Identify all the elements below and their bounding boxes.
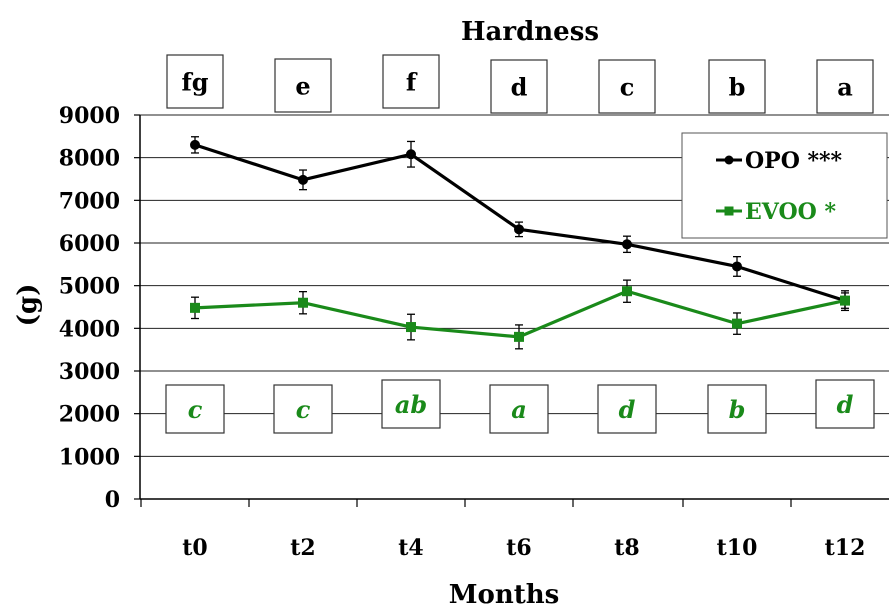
letter-box <box>382 54 440 109</box>
significance-letter: d <box>837 390 854 419</box>
y-tick-label: 7000 <box>59 188 120 214</box>
x-tick-label-t6: t6 <box>506 535 531 561</box>
letter-box <box>815 379 875 429</box>
letter-box <box>816 59 874 114</box>
data-point <box>622 286 632 297</box>
data-point <box>406 149 416 160</box>
legend-label-evoo: EVOO * <box>745 199 836 225</box>
x-tick-label-t10: t10 <box>717 535 758 561</box>
axis-layer: 0 1000 2000 3000 4000 5000 6000 7000 8000 9000 t0 t… <box>59 103 889 561</box>
data-point <box>732 318 742 329</box>
significance-letter: c <box>188 395 203 424</box>
y-tick-label: 5000 <box>59 274 120 300</box>
data-point <box>622 239 632 250</box>
x-tick-label-t0: t0 <box>182 535 207 561</box>
letter-box <box>707 384 767 434</box>
letter-box <box>381 379 441 429</box>
legend-marker-opo <box>724 155 734 165</box>
y-tick-label: 2000 <box>59 402 120 428</box>
significance-letter: c <box>296 395 311 424</box>
legend-label-opo: OPO *** <box>745 148 843 174</box>
data-point <box>514 224 524 235</box>
data-point <box>732 261 742 272</box>
letter-box <box>598 59 656 114</box>
y-tick-label: 1000 <box>59 444 120 470</box>
legend-marker-evoo <box>724 206 734 216</box>
letter-box <box>166 54 224 109</box>
letter-box <box>489 384 549 434</box>
y-tick-label: 3000 <box>59 359 120 385</box>
significance-letter: fg <box>181 68 208 97</box>
significance-letter: c <box>620 73 635 102</box>
data-point <box>514 331 524 342</box>
data-point <box>406 322 416 333</box>
data-point <box>190 302 200 313</box>
data-point <box>840 295 850 306</box>
legend: OPO *** EVOO * <box>681 132 888 239</box>
grid-layer <box>140 114 889 457</box>
letter-box <box>490 59 548 114</box>
y-tick-label: 9000 <box>59 103 120 129</box>
significance-letter: ab <box>395 390 427 419</box>
y-axis-label: (g) <box>13 284 43 327</box>
letter-box <box>708 59 766 114</box>
significance-letter: a <box>837 73 853 102</box>
series-layer <box>190 136 850 350</box>
data-point <box>298 174 308 185</box>
significance-letter: b <box>729 395 746 424</box>
letter-box <box>165 384 225 434</box>
y-tick-label: 0 <box>105 487 120 513</box>
significance-letter: a <box>511 395 527 424</box>
x-tick-label-t12: t12 <box>825 535 866 561</box>
legend-box <box>681 132 888 239</box>
significance-letter: e <box>295 72 310 101</box>
y-tick-label: 6000 <box>59 231 120 257</box>
significance-letter: f <box>406 68 418 97</box>
y-tick-label: 4000 <box>59 316 120 342</box>
data-point <box>190 139 200 150</box>
x-axis-label: Months <box>449 580 560 608</box>
data-point <box>298 297 308 308</box>
significance-letters: fg e f d c b a c c ab a d b d <box>165 54 875 434</box>
letter-box <box>273 384 333 434</box>
significance-letter: d <box>619 395 636 424</box>
letter-box <box>274 58 332 113</box>
series-line <box>194 289 846 339</box>
x-tick-label-t8: t8 <box>614 535 639 561</box>
significance-letter: d <box>511 73 528 102</box>
x-tick-label-t2: t2 <box>290 535 315 561</box>
chart-title: Hardness <box>461 17 599 47</box>
x-tick-label-t4: t4 <box>398 535 423 561</box>
y-tick-label: 8000 <box>59 146 120 172</box>
letter-box <box>597 384 657 434</box>
significance-letter: b <box>729 73 746 102</box>
series-1 <box>190 279 850 350</box>
